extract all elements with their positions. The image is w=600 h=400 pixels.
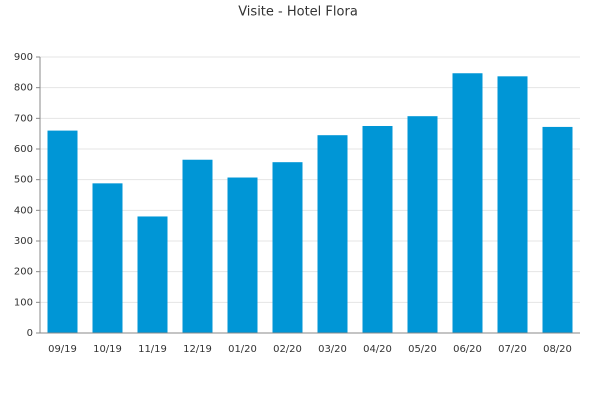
x-tick-label: 10/19 (93, 344, 122, 355)
y-tick-label: 500 (14, 175, 33, 186)
x-tick-label: 12/19 (183, 344, 212, 355)
x-tick-label: 07/20 (498, 344, 527, 355)
y-tick-label: 900 (14, 52, 33, 63)
y-tick-label: 700 (14, 113, 33, 124)
bar (452, 73, 483, 334)
bar (137, 216, 168, 333)
bar (407, 116, 438, 333)
y-tick-label: 300 (14, 236, 33, 247)
bar (272, 162, 303, 333)
x-tick-label: 03/20 (318, 344, 347, 355)
chart-title: Visite - Hotel Flora (238, 5, 358, 20)
x-tick-label: 11/19 (138, 344, 167, 355)
bar (317, 135, 348, 333)
x-tick-label: 01/20 (228, 344, 257, 355)
y-tick-label: 600 (14, 144, 33, 155)
x-tick-label: 08/20 (543, 344, 572, 355)
bar (92, 183, 123, 333)
x-tick-label: 05/20 (408, 344, 437, 355)
y-tick-label: 0 (27, 328, 33, 339)
bar (362, 126, 393, 333)
y-tick-label: 100 (14, 297, 33, 308)
bar (47, 130, 78, 333)
bar (227, 177, 258, 333)
bar (497, 76, 528, 333)
x-tick-label: 09/19 (48, 344, 77, 355)
bar (182, 159, 213, 333)
x-tick-label: 02/20 (273, 344, 302, 355)
bar (542, 126, 573, 333)
y-tick-label: 400 (14, 205, 33, 216)
y-tick-label: 200 (14, 267, 33, 278)
x-tick-label: 04/20 (363, 344, 392, 355)
y-tick-label: 800 (14, 83, 33, 94)
x-tick-label: 06/20 (453, 344, 482, 355)
